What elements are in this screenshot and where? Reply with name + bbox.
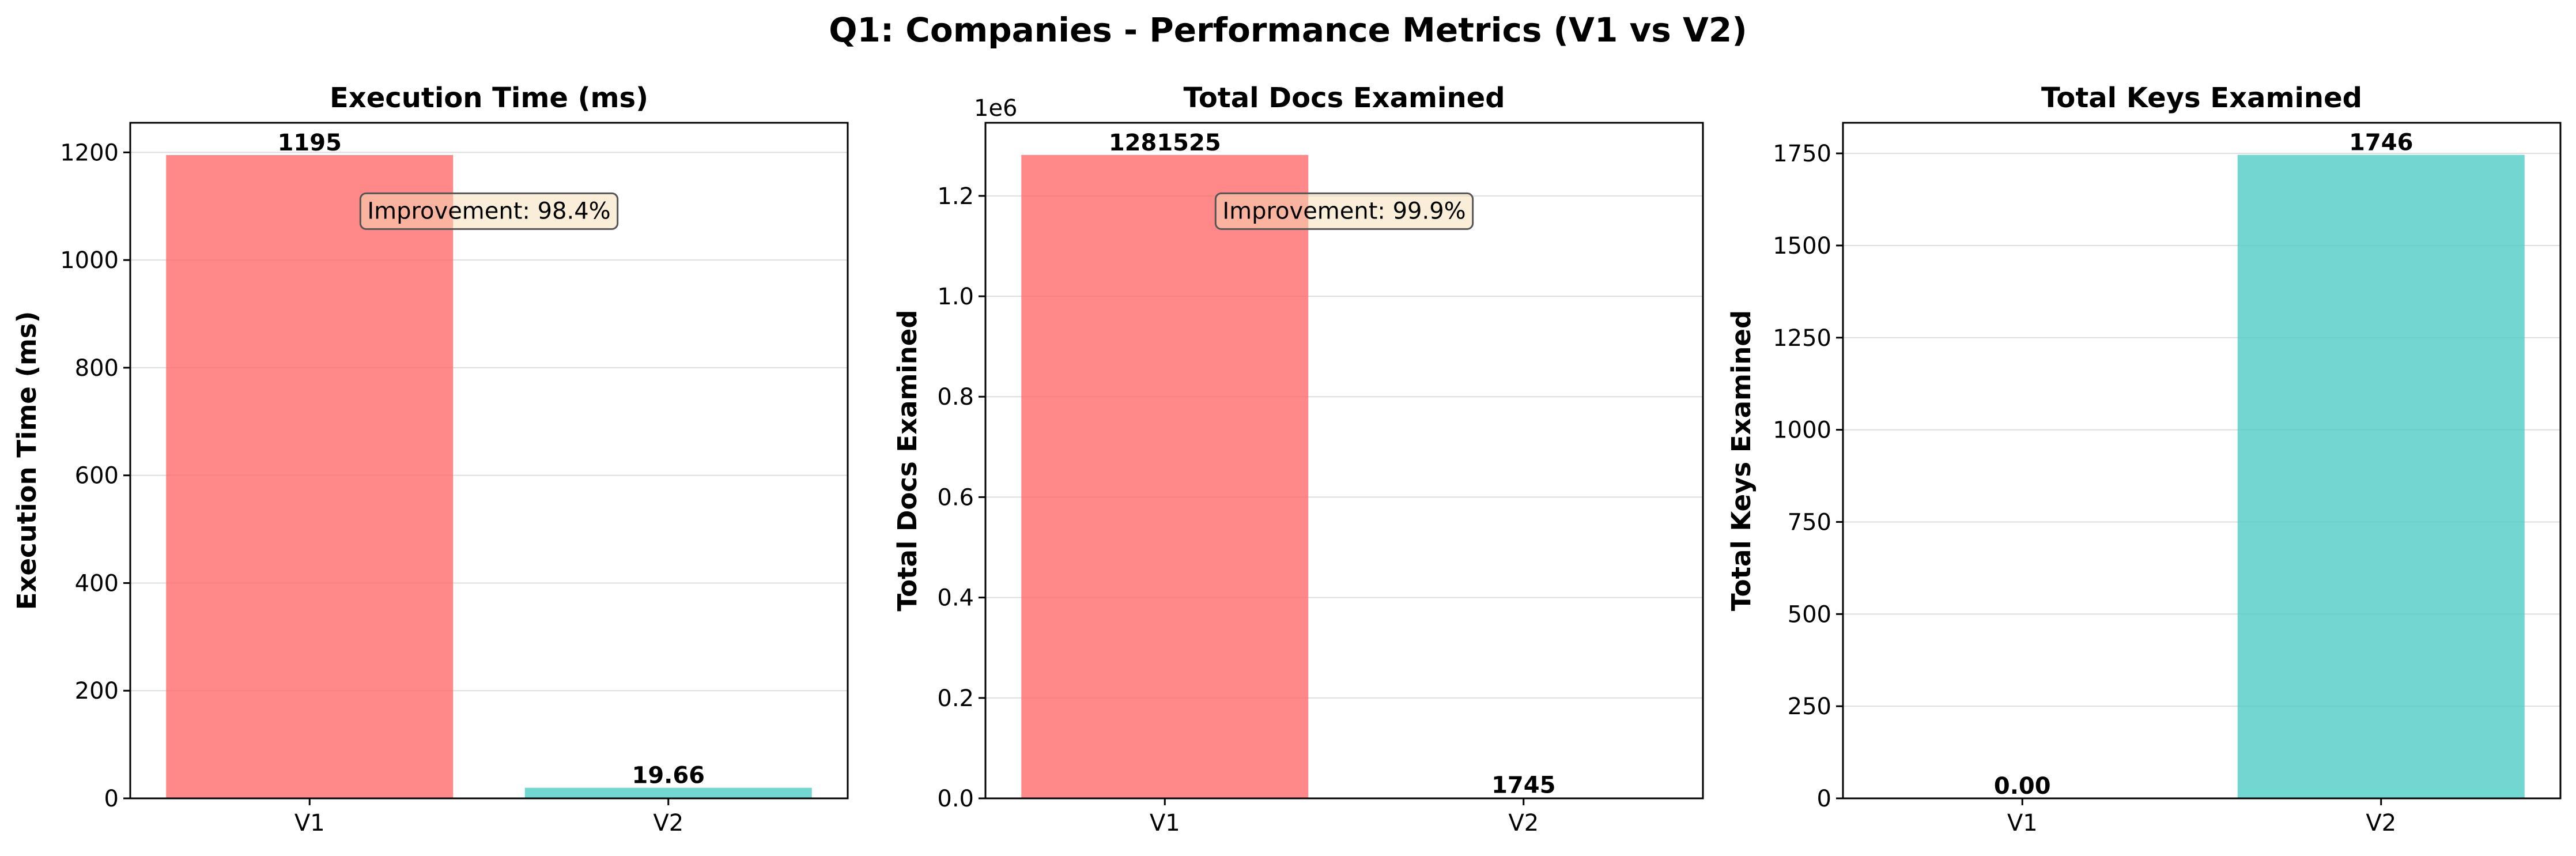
x-tick-label: V2 [653, 810, 683, 836]
y-tick-label: 0.0 [937, 786, 974, 812]
y-axis-label: Execution Time (ms) [12, 311, 42, 610]
y-tick-label: 250 [1788, 693, 1831, 720]
y-tick-label: 600 [75, 463, 119, 489]
y-tick-label: 0.6 [937, 484, 974, 511]
y-tick-label: 400 [75, 570, 119, 597]
y-tick-label: 200 [75, 678, 119, 704]
data-label: 1745 [1491, 772, 1555, 798]
y-tick-label: 0.4 [937, 585, 974, 612]
y-tick-label: 1.2 [937, 183, 974, 210]
y-tick-label: 1750 [1773, 141, 1831, 167]
x-tick-label: V2 [2366, 810, 2396, 836]
figure-title: Q1: Companies - Performance Metrics (V1 … [829, 10, 1747, 50]
y-tick-label: 0 [1817, 786, 1831, 812]
axes-frame [129, 122, 849, 800]
axes-frame [1842, 122, 2562, 800]
y-tick-label: 0.2 [937, 685, 974, 712]
x-tick-label: V2 [1508, 810, 1539, 836]
data-label: 1281525 [1109, 130, 1221, 156]
bar-v1 [1021, 154, 1309, 798]
data-label: 1746 [2349, 130, 2413, 156]
y-tick-label: 1200 [60, 139, 119, 166]
panel-title: Total Keys Examined [2041, 82, 2362, 114]
x-tick-label: V1 [294, 810, 325, 836]
data-label: 1195 [278, 130, 342, 156]
bar-v1 [166, 155, 454, 798]
data-label: 0.00 [1994, 773, 2051, 800]
bar-v2 [524, 787, 812, 798]
y-tick-label: 0 [104, 786, 119, 812]
y-tick-label: 800 [75, 355, 119, 382]
y-axis-label: Total Keys Examined [1726, 310, 1757, 611]
annotation-box [1214, 192, 1474, 230]
y-tick-label: 1.0 [937, 284, 974, 310]
y-tick-label: 1250 [1773, 325, 1831, 352]
improvement-annotation: Improvement: 99.9% [1222, 198, 1465, 224]
improvement-annotation: Improvement: 98.4% [367, 198, 610, 224]
axis-offset-label: 1e6 [974, 95, 1018, 122]
y-tick-label: 1500 [1773, 233, 1831, 259]
x-tick-label: V1 [2007, 810, 2038, 836]
y-axis-label: Total Docs Examined [892, 310, 923, 611]
x-tick-label: V1 [1150, 810, 1180, 836]
axes-frame [984, 122, 1704, 800]
panel-title: Total Docs Examined [1183, 82, 1505, 114]
y-tick-label: 500 [1788, 601, 1831, 628]
panel-title: Execution Time (ms) [330, 82, 648, 114]
y-tick-label: 0.8 [937, 384, 974, 410]
y-tick-label: 1000 [60, 247, 119, 274]
annotation-box [359, 192, 619, 230]
data-label: 19.66 [632, 763, 705, 789]
bar-v2 [2237, 154, 2525, 798]
y-tick-label: 1000 [1773, 417, 1831, 444]
y-tick-label: 750 [1788, 509, 1831, 536]
